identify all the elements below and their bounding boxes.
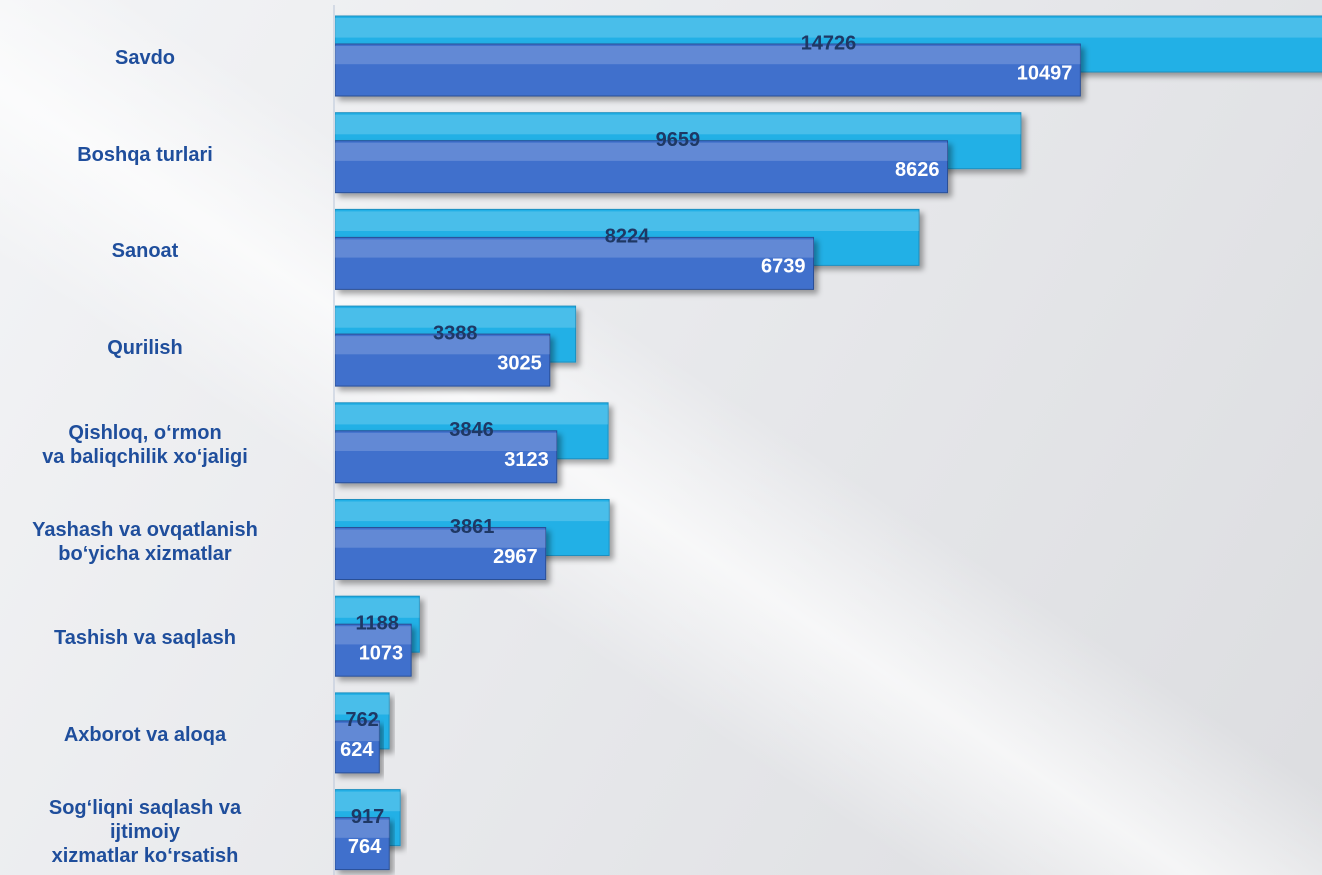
category-label: Axborot va aloqa	[63, 723, 227, 746]
category-label: Boshqa turlari	[77, 143, 213, 166]
bar-highlight	[335, 598, 420, 618]
value-label: 3388	[433, 322, 478, 344]
category-label: Qurilish	[107, 337, 183, 360]
value-label: 764	[348, 836, 382, 858]
category-label: Savdo	[114, 47, 176, 69]
bar-highlight	[335, 529, 546, 548]
category-label: Sog‘liqni saqlash va ijtimoiy xizmatlar …	[48, 796, 242, 867]
bar	[335, 720, 380, 774]
bar-highlight	[335, 404, 609, 425]
bar-highlight	[335, 239, 814, 258]
category-label: Yashash va ovqatlanish bo‘yicha xizmatla…	[32, 518, 258, 565]
bar	[335, 140, 949, 194]
value-label: 3123	[504, 449, 549, 471]
value-label: 1073	[359, 642, 404, 664]
value-label: 2967	[493, 546, 538, 568]
value-label: 1188	[355, 612, 398, 634]
value-label: 762	[345, 709, 378, 731]
bar-highlight	[335, 308, 576, 328]
value-label: 9659	[656, 129, 701, 151]
value-labels: 14726 10497 9659 8626 8224 6739 3388 3025 3846 31…	[340, 32, 1072, 858]
value-label: 3846	[449, 419, 494, 441]
value-label: 8224	[605, 226, 650, 248]
value-label: 624	[340, 739, 374, 761]
bar-highlight	[335, 432, 557, 451]
bar-highlight	[335, 142, 948, 161]
bar-highlight	[335, 819, 390, 838]
value-label: 3861	[450, 516, 495, 538]
bar	[335, 527, 547, 580]
bar-highlight	[335, 501, 610, 522]
bar	[335, 43, 1081, 97]
value-label: 917	[351, 806, 384, 828]
value-label: 14726	[801, 32, 857, 54]
bars	[335, 15, 1322, 871]
value-label: 6739	[761, 256, 806, 278]
bar-highlight	[335, 626, 412, 645]
bar-highlight	[335, 791, 401, 812]
bar-highlight	[335, 114, 1021, 135]
bar-highlight	[335, 336, 550, 355]
bar	[335, 817, 390, 871]
bar	[335, 236, 815, 290]
bar-highlight	[335, 722, 380, 742]
bar	[335, 623, 412, 677]
bar-highlight	[335, 211, 919, 231]
bar-highlight	[335, 694, 390, 715]
category-label: Tashish va saqlash	[54, 627, 236, 650]
value-label: 8626	[895, 159, 940, 181]
bar-highlight	[335, 18, 1322, 38]
bar-highlight	[335, 46, 1081, 65]
value-label: 10497	[1017, 62, 1073, 84]
value-label: 3025	[497, 352, 542, 374]
bar	[335, 430, 558, 484]
category-label: Qishloq, o‘rmon va baliqchilik xo‘jaligi	[42, 421, 248, 468]
category-label: Sanoat	[111, 240, 179, 263]
bar	[335, 333, 551, 387]
